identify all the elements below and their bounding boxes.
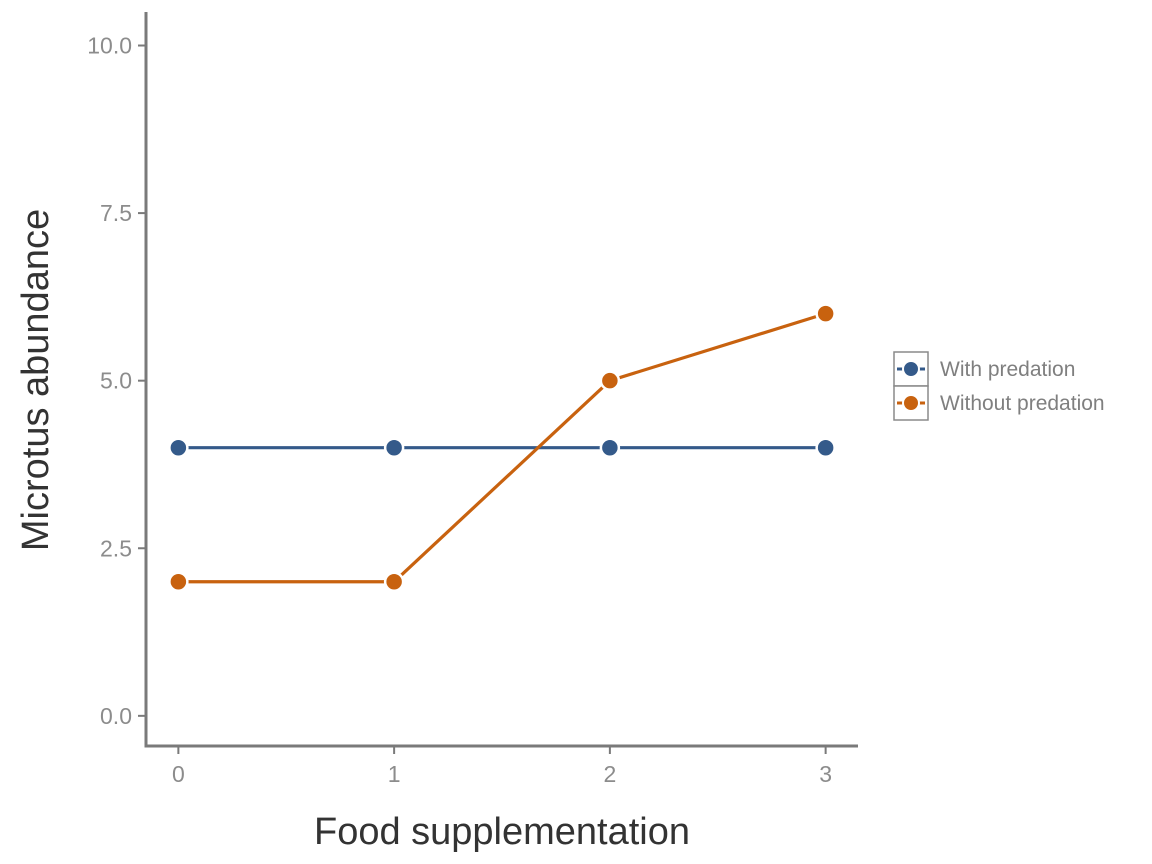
y-tick-label: 2.5	[100, 535, 132, 561]
legend-label: With predation	[940, 358, 1075, 381]
legend-item: With predation	[893, 351, 1075, 387]
legend-key-marker	[902, 360, 920, 378]
y-tick-label: 10.0	[87, 33, 132, 59]
series-0-point	[599, 437, 621, 458]
series-line-1	[178, 312, 827, 584]
series-1-point	[168, 571, 189, 593]
x-tick-label: 0	[172, 761, 185, 787]
x-ticks: 0 1 2 3	[172, 746, 832, 787]
series-0-point	[383, 437, 405, 458]
legend: With predation Without predation	[893, 351, 1105, 421]
x-tick-label: 3	[819, 761, 832, 787]
y-tick-label: 7.5	[100, 200, 132, 226]
series-0-point	[168, 437, 189, 458]
x-axis-title: Food supplementation	[314, 811, 690, 853]
x-tick-label: 2	[603, 761, 616, 787]
series-0-point	[815, 437, 836, 458]
y-tick-label: 0.0	[100, 703, 132, 729]
y-ticks: 0.0 2.5 5.0 7.5 10.0	[87, 33, 146, 729]
y-axis-title: Microtus abundance	[15, 209, 57, 551]
plot-points	[168, 303, 836, 593]
plot-lines	[178, 312, 827, 584]
series-1-point	[599, 370, 621, 391]
legend-label: Without predation	[940, 392, 1105, 415]
series-1-point	[383, 571, 405, 593]
legend-key-marker	[902, 394, 920, 412]
legend-item: Without predation	[893, 385, 1105, 421]
series-1-point	[815, 303, 836, 324]
x-tick-label: 1	[388, 761, 401, 787]
y-tick-label: 5.0	[100, 368, 132, 394]
